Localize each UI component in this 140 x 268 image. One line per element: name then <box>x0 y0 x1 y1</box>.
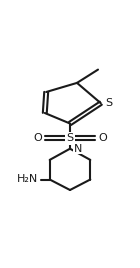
Text: H₂N: H₂N <box>17 174 38 184</box>
Text: N: N <box>74 144 82 154</box>
Text: O: O <box>98 133 107 143</box>
Text: O: O <box>33 133 42 143</box>
Text: S: S <box>105 98 112 108</box>
Text: S: S <box>66 133 74 143</box>
